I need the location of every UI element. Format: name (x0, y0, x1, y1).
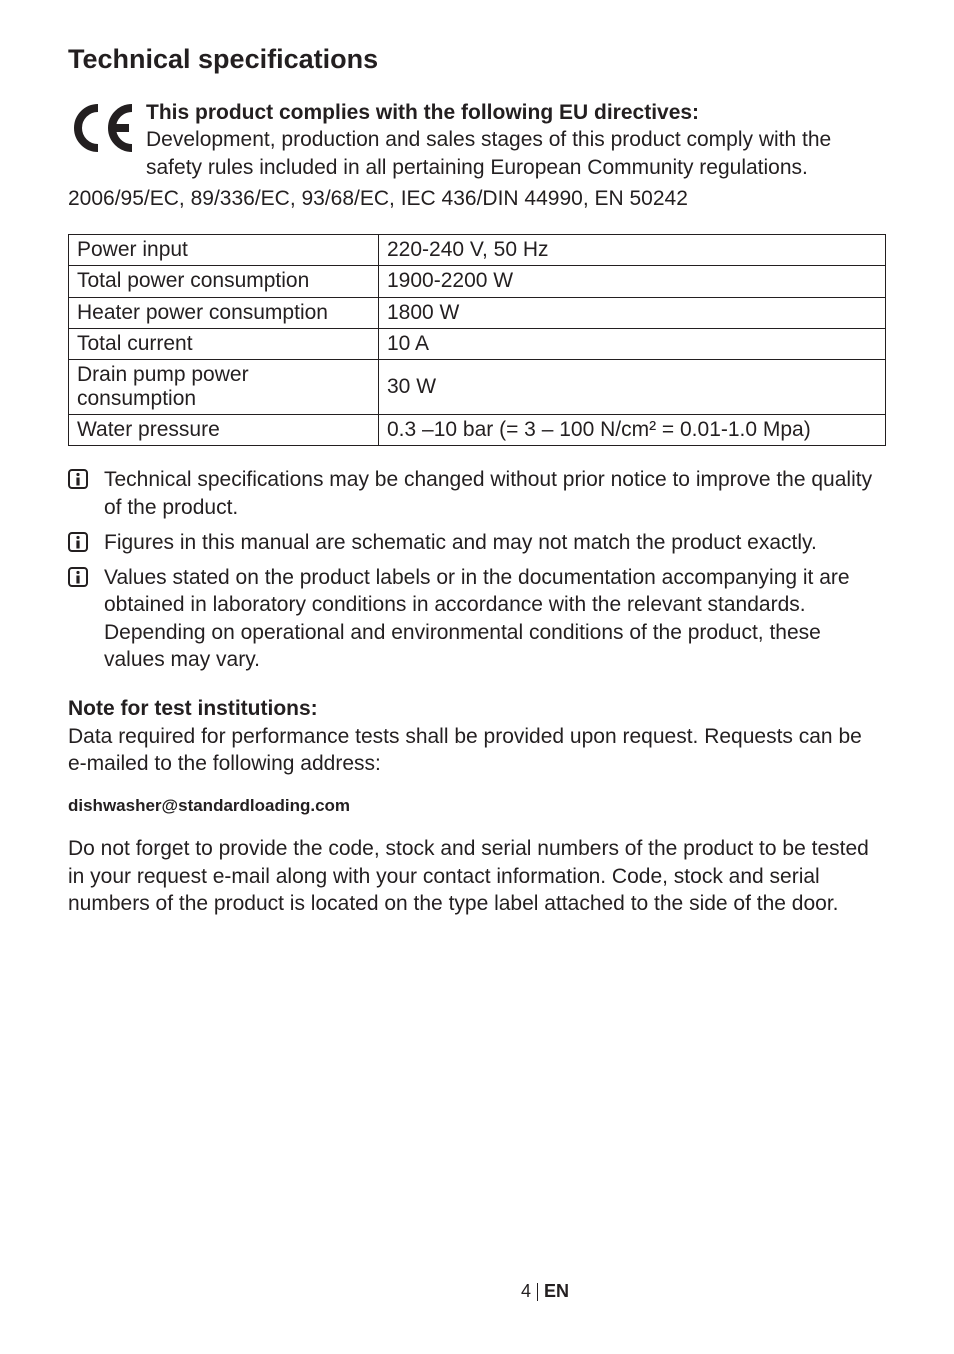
spec-label: Total power consumption (69, 266, 379, 297)
ce-directives: 2006/95/EC, 89/336/EC, 93/68/EC, IEC 436… (68, 185, 886, 212)
info-text: Figures in this manual are schematic and… (104, 529, 886, 556)
spec-value: 10 A (379, 328, 886, 359)
spec-label: Power input (69, 235, 379, 266)
note-closing: Do not forget to provide the code, stock… (68, 835, 886, 917)
page-number: 4 (521, 1281, 531, 1301)
table-row: Drain pump power consumption 30 W (69, 359, 886, 414)
ce-compliance-block: This product complies with the following… (68, 99, 886, 181)
list-item: Technical specifications may be changed … (68, 466, 886, 521)
info-icon (68, 469, 88, 489)
table-row: Heater power consumption 1800 W (69, 297, 886, 328)
spec-value: 1800 W (379, 297, 886, 328)
spec-value: 30 W (379, 359, 886, 414)
note-body: Data required for performance tests shal… (68, 723, 886, 778)
ce-mark-icon (68, 102, 140, 154)
spec-label: Heater power consumption (69, 297, 379, 328)
spec-label: Water pressure (69, 415, 379, 446)
page-title: Technical specifications (68, 42, 886, 77)
spec-table: Power input 220-240 V, 50 Hz Total power… (68, 234, 886, 446)
info-text: Values stated on the product labels or i… (104, 564, 886, 673)
contact-email: dishwasher@standardloading.com (68, 795, 886, 817)
spec-value: 1900-2200 W (379, 266, 886, 297)
ce-body: Development, production and sales stages… (146, 128, 831, 178)
spec-value: 220-240 V, 50 Hz (379, 235, 886, 266)
table-row: Total power consumption 1900-2200 W (69, 266, 886, 297)
list-item: Figures in this manual are schematic and… (68, 529, 886, 556)
ce-heading: This product complies with the following… (146, 101, 699, 124)
table-row: Water pressure 0.3 –10 bar (= 3 – 100 N/… (69, 415, 886, 446)
note-heading: Note for test institutions: (68, 695, 886, 722)
list-item: Values stated on the product labels or i… (68, 564, 886, 673)
spec-label: Total current (69, 328, 379, 359)
info-icon (68, 567, 88, 587)
table-row: Total current 10 A (69, 328, 886, 359)
page-footer: 4 EN (68, 1280, 954, 1303)
page-lang: EN (544, 1281, 569, 1301)
spec-label: Drain pump power consumption (69, 359, 379, 414)
table-row: Power input 220-240 V, 50 Hz (69, 235, 886, 266)
footer-separator (537, 1283, 538, 1301)
spec-value: 0.3 –10 bar (= 3 – 100 N/cm² = 0.01-1.0 … (379, 415, 886, 446)
info-list: Technical specifications may be changed … (68, 466, 886, 673)
info-text: Technical specifications may be changed … (104, 466, 886, 521)
info-icon (68, 532, 88, 552)
